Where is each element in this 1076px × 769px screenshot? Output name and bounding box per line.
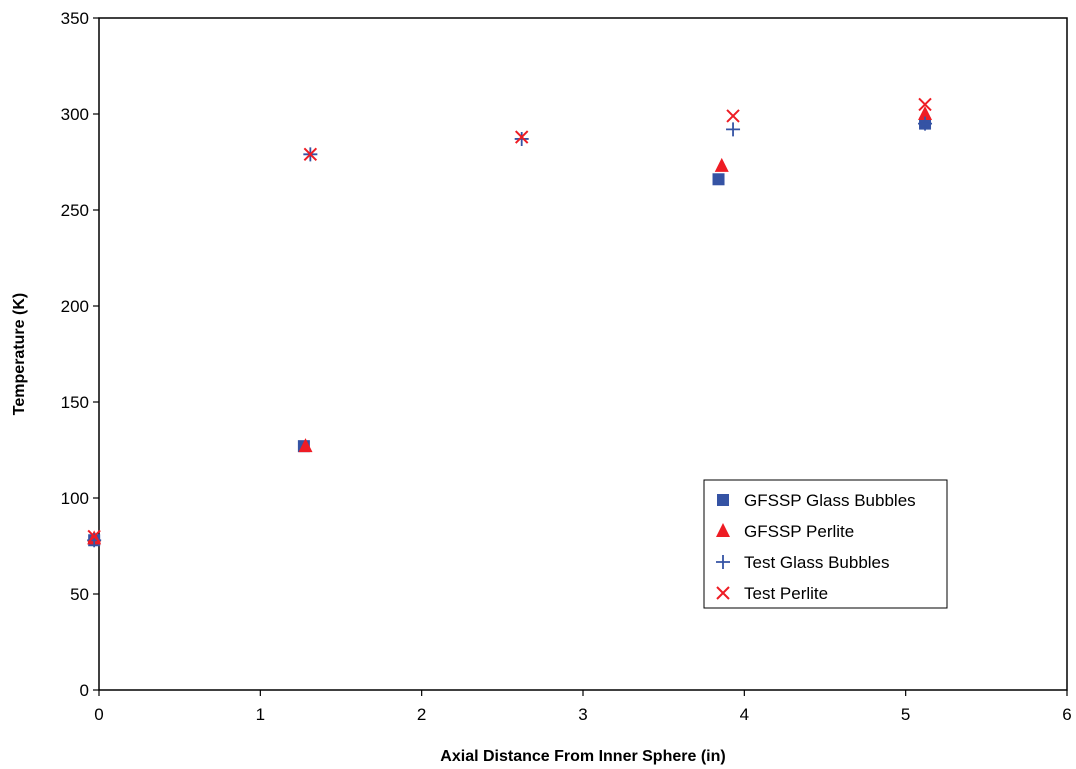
y-tick-label: 0: [80, 681, 89, 700]
y-tick-label: 300: [61, 105, 89, 124]
data-point-x: [726, 109, 740, 123]
x-tick-label: 6: [1062, 705, 1071, 724]
x-tick-label: 4: [740, 705, 749, 724]
legend-marker-x: [716, 586, 730, 600]
legend: GFSSP Glass Bubbles GFSSP Perlite Test Gla…: [703, 479, 948, 609]
legend-label: GFSSP Glass Bubbles: [744, 491, 916, 510]
legend-item: GFSSP Perlite: [716, 522, 854, 541]
x-tick-label: 5: [901, 705, 910, 724]
x-tick-label: 2: [417, 705, 426, 724]
data-point-plus: [918, 116, 933, 131]
series-x: [87, 97, 932, 544]
data-point-x: [918, 97, 932, 112]
data-point-x: [87, 529, 101, 544]
x-tick-label: 1: [256, 705, 265, 724]
data-point-plus: [726, 122, 741, 137]
y-tick-label: 150: [61, 393, 89, 412]
legend-item: GFSSP Glass Bubbles: [717, 491, 916, 510]
legend-marker-square: [717, 494, 729, 506]
legend-marker-triangle: [716, 523, 730, 537]
legend-item: Test Glass Bubbles: [716, 553, 890, 572]
y-axis: 0 50 100 150 200 250 300 350: [61, 9, 99, 700]
data-points: [87, 97, 933, 548]
y-tick-label: 250: [61, 201, 89, 220]
data-point-x: [303, 147, 318, 162]
data-point-plus: [514, 131, 529, 146]
y-tick-label: 50: [70, 585, 89, 604]
data-point-triangle: [714, 157, 729, 172]
x-tick-label: 3: [578, 705, 587, 724]
data-point-triangle: [918, 106, 933, 120]
legend-box: [703, 479, 948, 609]
data-point-triangle: [298, 438, 313, 453]
y-tick-label: 200: [61, 297, 89, 316]
data-point-square: [712, 173, 725, 186]
x-axis: 0 1 2 3 4 5 6: [94, 690, 1072, 724]
legend-label: GFSSP Perlite: [744, 522, 854, 541]
legend-label: Test Glass Bubbles: [744, 553, 890, 572]
y-tick-label: 100: [61, 489, 89, 508]
y-tick-label: 350: [61, 9, 89, 28]
legend-marker-plus: [716, 555, 730, 569]
x-tick-label: 0: [94, 705, 103, 724]
legend-item: Test Perlite: [716, 584, 828, 603]
x-axis-title: Axial Distance From Inner Sphere (in): [440, 748, 725, 765]
y-axis-title: Temperature (K): [11, 293, 28, 415]
data-point-x: [514, 130, 529, 144]
legend-label: Test Perlite: [744, 584, 828, 603]
